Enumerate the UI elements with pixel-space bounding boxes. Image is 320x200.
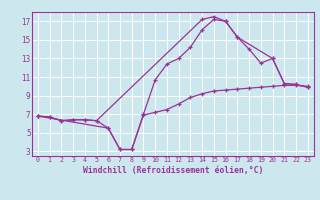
X-axis label: Windchill (Refroidissement éolien,°C): Windchill (Refroidissement éolien,°C) — [83, 166, 263, 175]
